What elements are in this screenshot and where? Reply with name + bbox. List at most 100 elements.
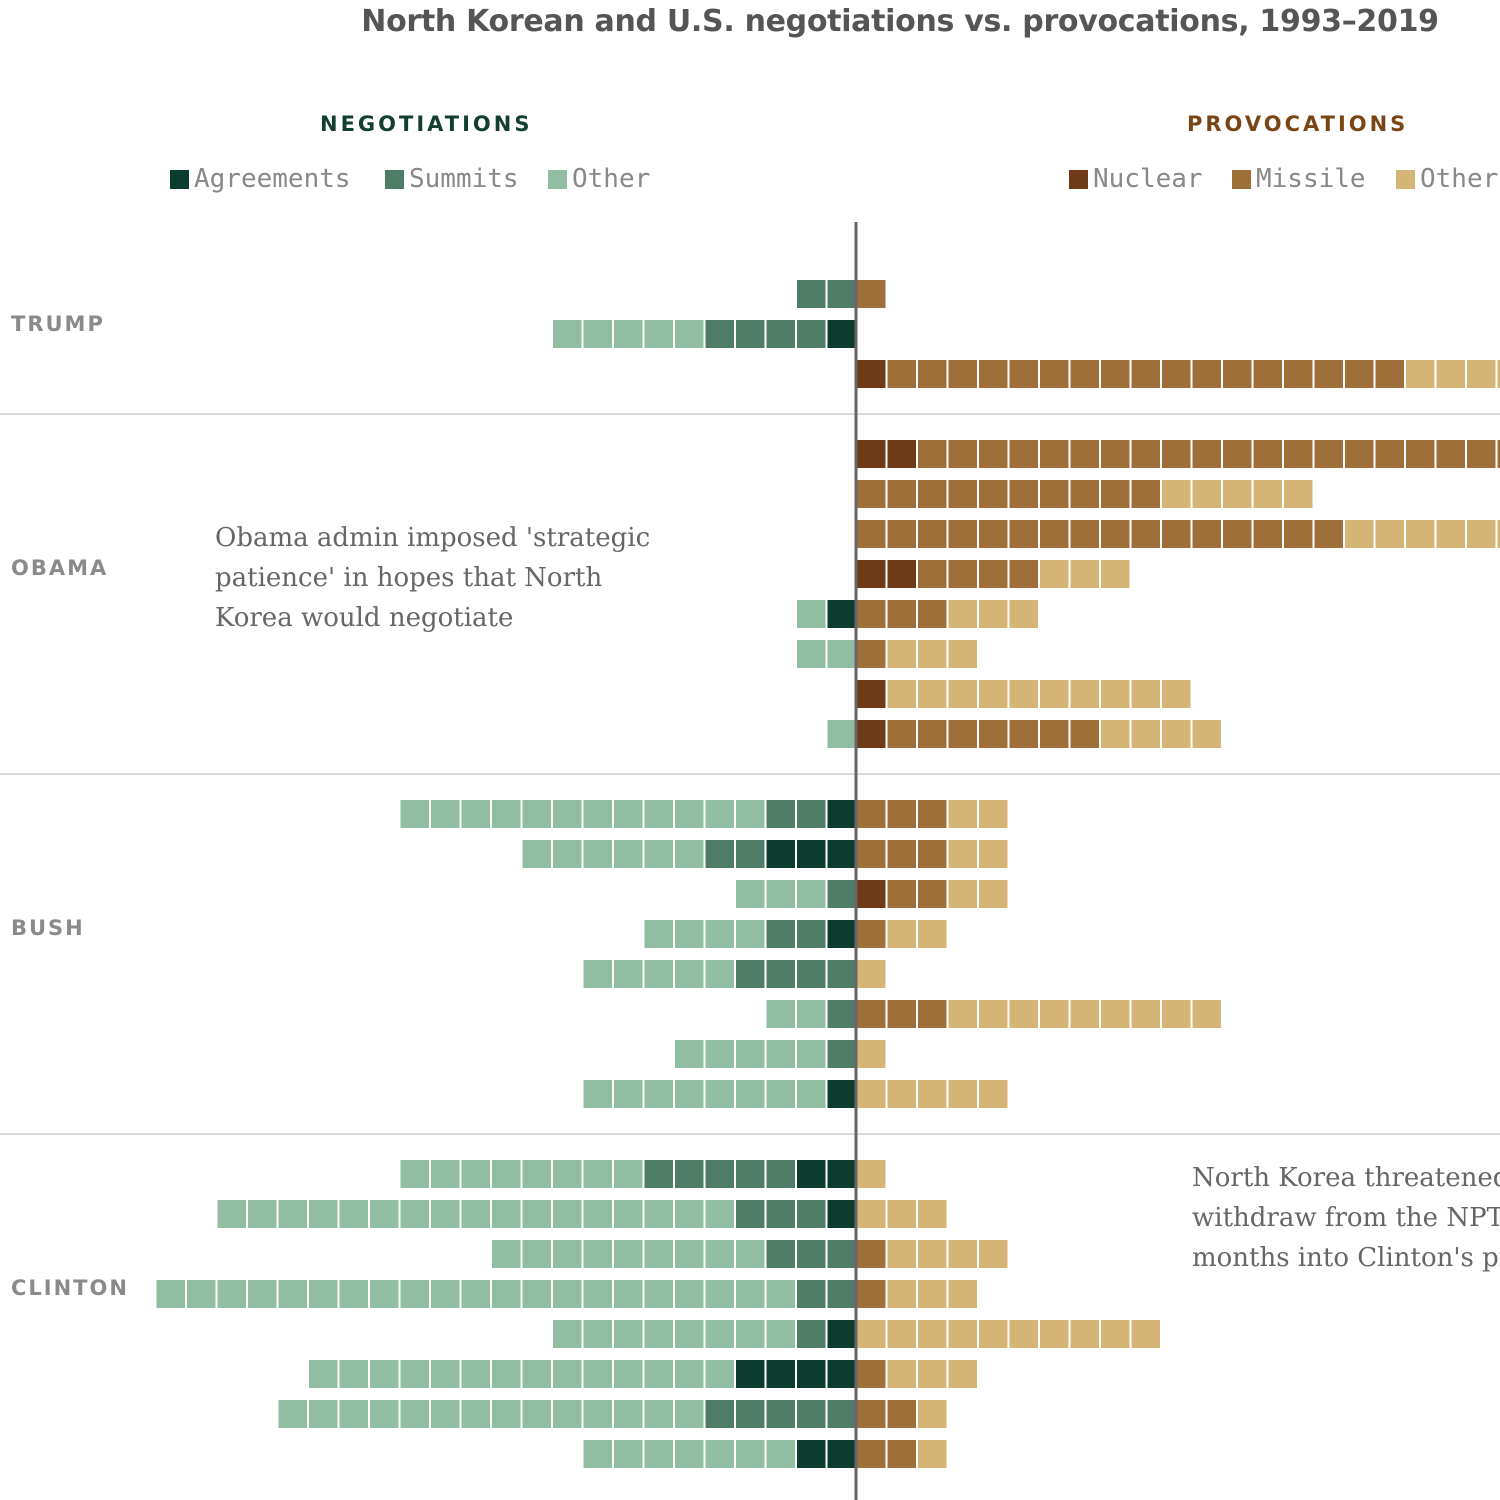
negotiation-other-square — [492, 1360, 521, 1388]
negotiation-other-square — [400, 1160, 429, 1188]
negotiation-other-square — [644, 1280, 673, 1308]
missile-square — [948, 440, 977, 468]
provocation-other-square — [1497, 360, 1500, 388]
missile-square — [1101, 520, 1130, 548]
negotiation-other-square — [339, 1360, 368, 1388]
negotiation-other-square — [248, 1280, 277, 1308]
provocation-other-square — [979, 1000, 1008, 1028]
missile-square — [1101, 480, 1130, 508]
legend-swatch-missile — [1232, 169, 1251, 189]
missile-square — [918, 880, 947, 908]
missile-square — [857, 600, 886, 628]
negotiation-other-square — [766, 1000, 795, 1028]
negotiation-other-square — [644, 1080, 673, 1108]
summit-square — [797, 1320, 826, 1348]
negotiation-other-square — [522, 1200, 551, 1228]
provocation-other-square — [1009, 680, 1038, 708]
summit-square — [736, 840, 765, 868]
legend-label-negotiation-other: Other — [572, 164, 651, 194]
provocation-other-square — [1101, 720, 1130, 748]
missile-square — [1375, 360, 1404, 388]
missile-square — [1223, 520, 1252, 548]
negotiation-other-square — [583, 1440, 612, 1468]
missile-square — [948, 720, 977, 748]
missile-square — [887, 880, 916, 908]
negotiation-other-square — [187, 1280, 216, 1308]
agreement-square — [827, 600, 856, 628]
negotiation-other-square — [766, 1280, 795, 1308]
missile-square — [1284, 520, 1313, 548]
negotiation-other-square — [675, 1040, 704, 1068]
provocation-other-square — [1070, 1000, 1099, 1028]
negotiation-other-square — [339, 1280, 368, 1308]
negotiation-other-square — [217, 1200, 246, 1228]
negotiation-other-square — [675, 1320, 704, 1348]
missile-square — [857, 480, 886, 508]
provocation-other-square — [979, 880, 1008, 908]
missile-square — [887, 1440, 916, 1468]
missile-square — [918, 440, 947, 468]
summit-square — [797, 1240, 826, 1268]
provocation-other-square — [948, 640, 977, 668]
summit-square — [705, 1160, 734, 1188]
missile-square — [1040, 520, 1069, 548]
provocation-other-square — [948, 680, 977, 708]
negotiation-other-square — [675, 1400, 704, 1428]
provocation-other-square — [918, 1280, 947, 1308]
negotiation-other-square — [766, 1440, 795, 1468]
provocation-other-square — [918, 1440, 947, 1468]
provocation-other-square — [887, 1080, 916, 1108]
provocation-other-square — [857, 1160, 886, 1188]
negotiation-other-square — [705, 1200, 734, 1228]
negotiation-other-square — [614, 1160, 643, 1188]
negotiation-other-square — [278, 1280, 307, 1308]
provocation-other-square — [1070, 560, 1099, 588]
negotiation-other-square — [431, 1200, 460, 1228]
negotiation-other-square — [644, 1360, 673, 1388]
negotiation-other-square — [522, 1400, 551, 1428]
provocation-other-square — [948, 1320, 977, 1348]
legend-item-missile: Missile — [1232, 164, 1366, 194]
missile-square — [1131, 520, 1160, 548]
provocation-other-square — [1406, 360, 1435, 388]
summit-square — [705, 1400, 734, 1428]
negotiation-other-square — [614, 1400, 643, 1428]
negotiation-other-square — [553, 800, 582, 828]
summit-square — [797, 800, 826, 828]
provocation-other-square — [948, 800, 977, 828]
negotiation-other-square — [522, 840, 551, 868]
summit-square — [644, 1160, 673, 1188]
negotiation-other-square — [583, 1240, 612, 1268]
missile-square — [1284, 360, 1313, 388]
negotiation-other-square — [644, 1320, 673, 1348]
summit-square — [736, 1200, 765, 1228]
negotiation-other-square — [797, 1000, 826, 1028]
negotiation-other-square — [614, 1320, 643, 1348]
missile-square — [979, 720, 1008, 748]
negotiation-other-square — [675, 1080, 704, 1108]
missile-square — [1192, 360, 1221, 388]
missile-square — [948, 480, 977, 508]
agreement-square — [827, 1360, 856, 1388]
missile-square — [1162, 360, 1191, 388]
provocation-other-square — [857, 960, 886, 988]
missile-square — [979, 360, 1008, 388]
provocation-other-square — [979, 1320, 1008, 1348]
missile-square — [857, 1240, 886, 1268]
summit-square — [766, 960, 795, 988]
negotiation-other-square — [553, 1320, 582, 1348]
agreement-square — [797, 1160, 826, 1188]
legend-label-missile: Missile — [1256, 164, 1366, 194]
agreement-square — [827, 800, 856, 828]
agreement-square — [797, 840, 826, 868]
provocation-other-square — [918, 1400, 947, 1428]
negotiation-other-square — [461, 1160, 490, 1188]
missile-square — [979, 480, 1008, 508]
negotiation-other-square — [583, 1080, 612, 1108]
negotiation-other-square — [553, 1160, 582, 1188]
negotiation-other-square — [583, 800, 612, 828]
missile-square — [1009, 720, 1038, 748]
summit-square — [797, 1400, 826, 1428]
legend-label-summits: Summits — [409, 164, 519, 194]
provocation-other-square — [1436, 360, 1465, 388]
